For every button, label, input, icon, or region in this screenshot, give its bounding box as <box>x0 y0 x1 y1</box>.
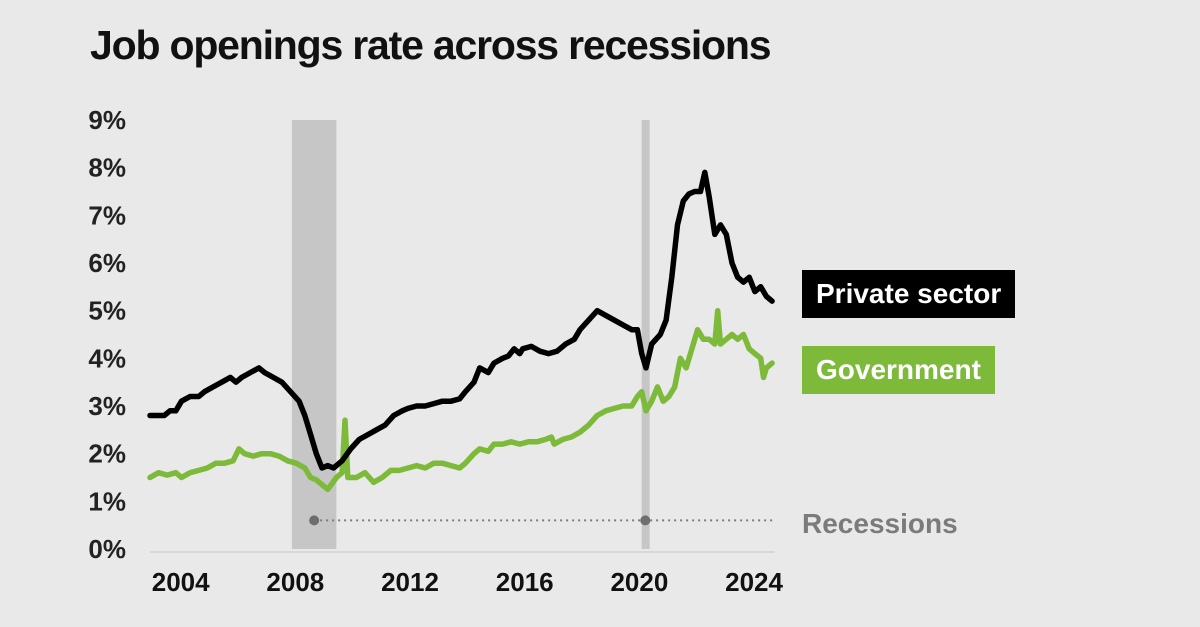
recession-band-1 <box>641 120 650 549</box>
y-tick-label: 4% <box>88 343 126 373</box>
y-tick-label: 6% <box>88 248 126 278</box>
series-line-government <box>147 307 775 493</box>
x-tick-label: 2020 <box>610 567 668 597</box>
recession-marker-dot <box>640 515 651 526</box>
y-tick-label: 5% <box>88 296 126 326</box>
series-line-private-sector <box>147 169 775 471</box>
x-tick-label: 2004 <box>152 567 210 597</box>
recession-markers <box>309 515 775 526</box>
legend-recessions: Recessions <box>802 508 958 539</box>
x-tick-label: 2024 <box>725 567 783 597</box>
legend-government: Government <box>802 346 995 394</box>
x-tick-label: 2008 <box>266 567 324 597</box>
y-tick-label: 3% <box>88 391 126 421</box>
x-tick-label: 2012 <box>381 567 439 597</box>
legend-private-sector: Private sector <box>802 270 1016 318</box>
y-tick-label: 7% <box>88 200 126 230</box>
recession-marker-dot <box>309 515 320 526</box>
y-axis-ticks: 0% 1% 2% 3% 4% 5% 6% 7% 8% 9% <box>88 105 126 564</box>
y-tick-label: 0% <box>88 534 126 564</box>
y-tick-label: 1% <box>88 486 126 516</box>
y-tick-label: 8% <box>88 153 126 183</box>
chart-title: Job openings rate across recessions <box>90 22 772 68</box>
x-tick-label: 2016 <box>496 567 554 597</box>
recession-bands <box>291 120 650 549</box>
y-tick-label: 9% <box>88 105 126 135</box>
x-axis-ticks: 2004 2008 2012 2016 2020 2024 <box>150 551 784 597</box>
series-lines <box>147 169 775 493</box>
y-tick-label: 2% <box>88 439 126 469</box>
